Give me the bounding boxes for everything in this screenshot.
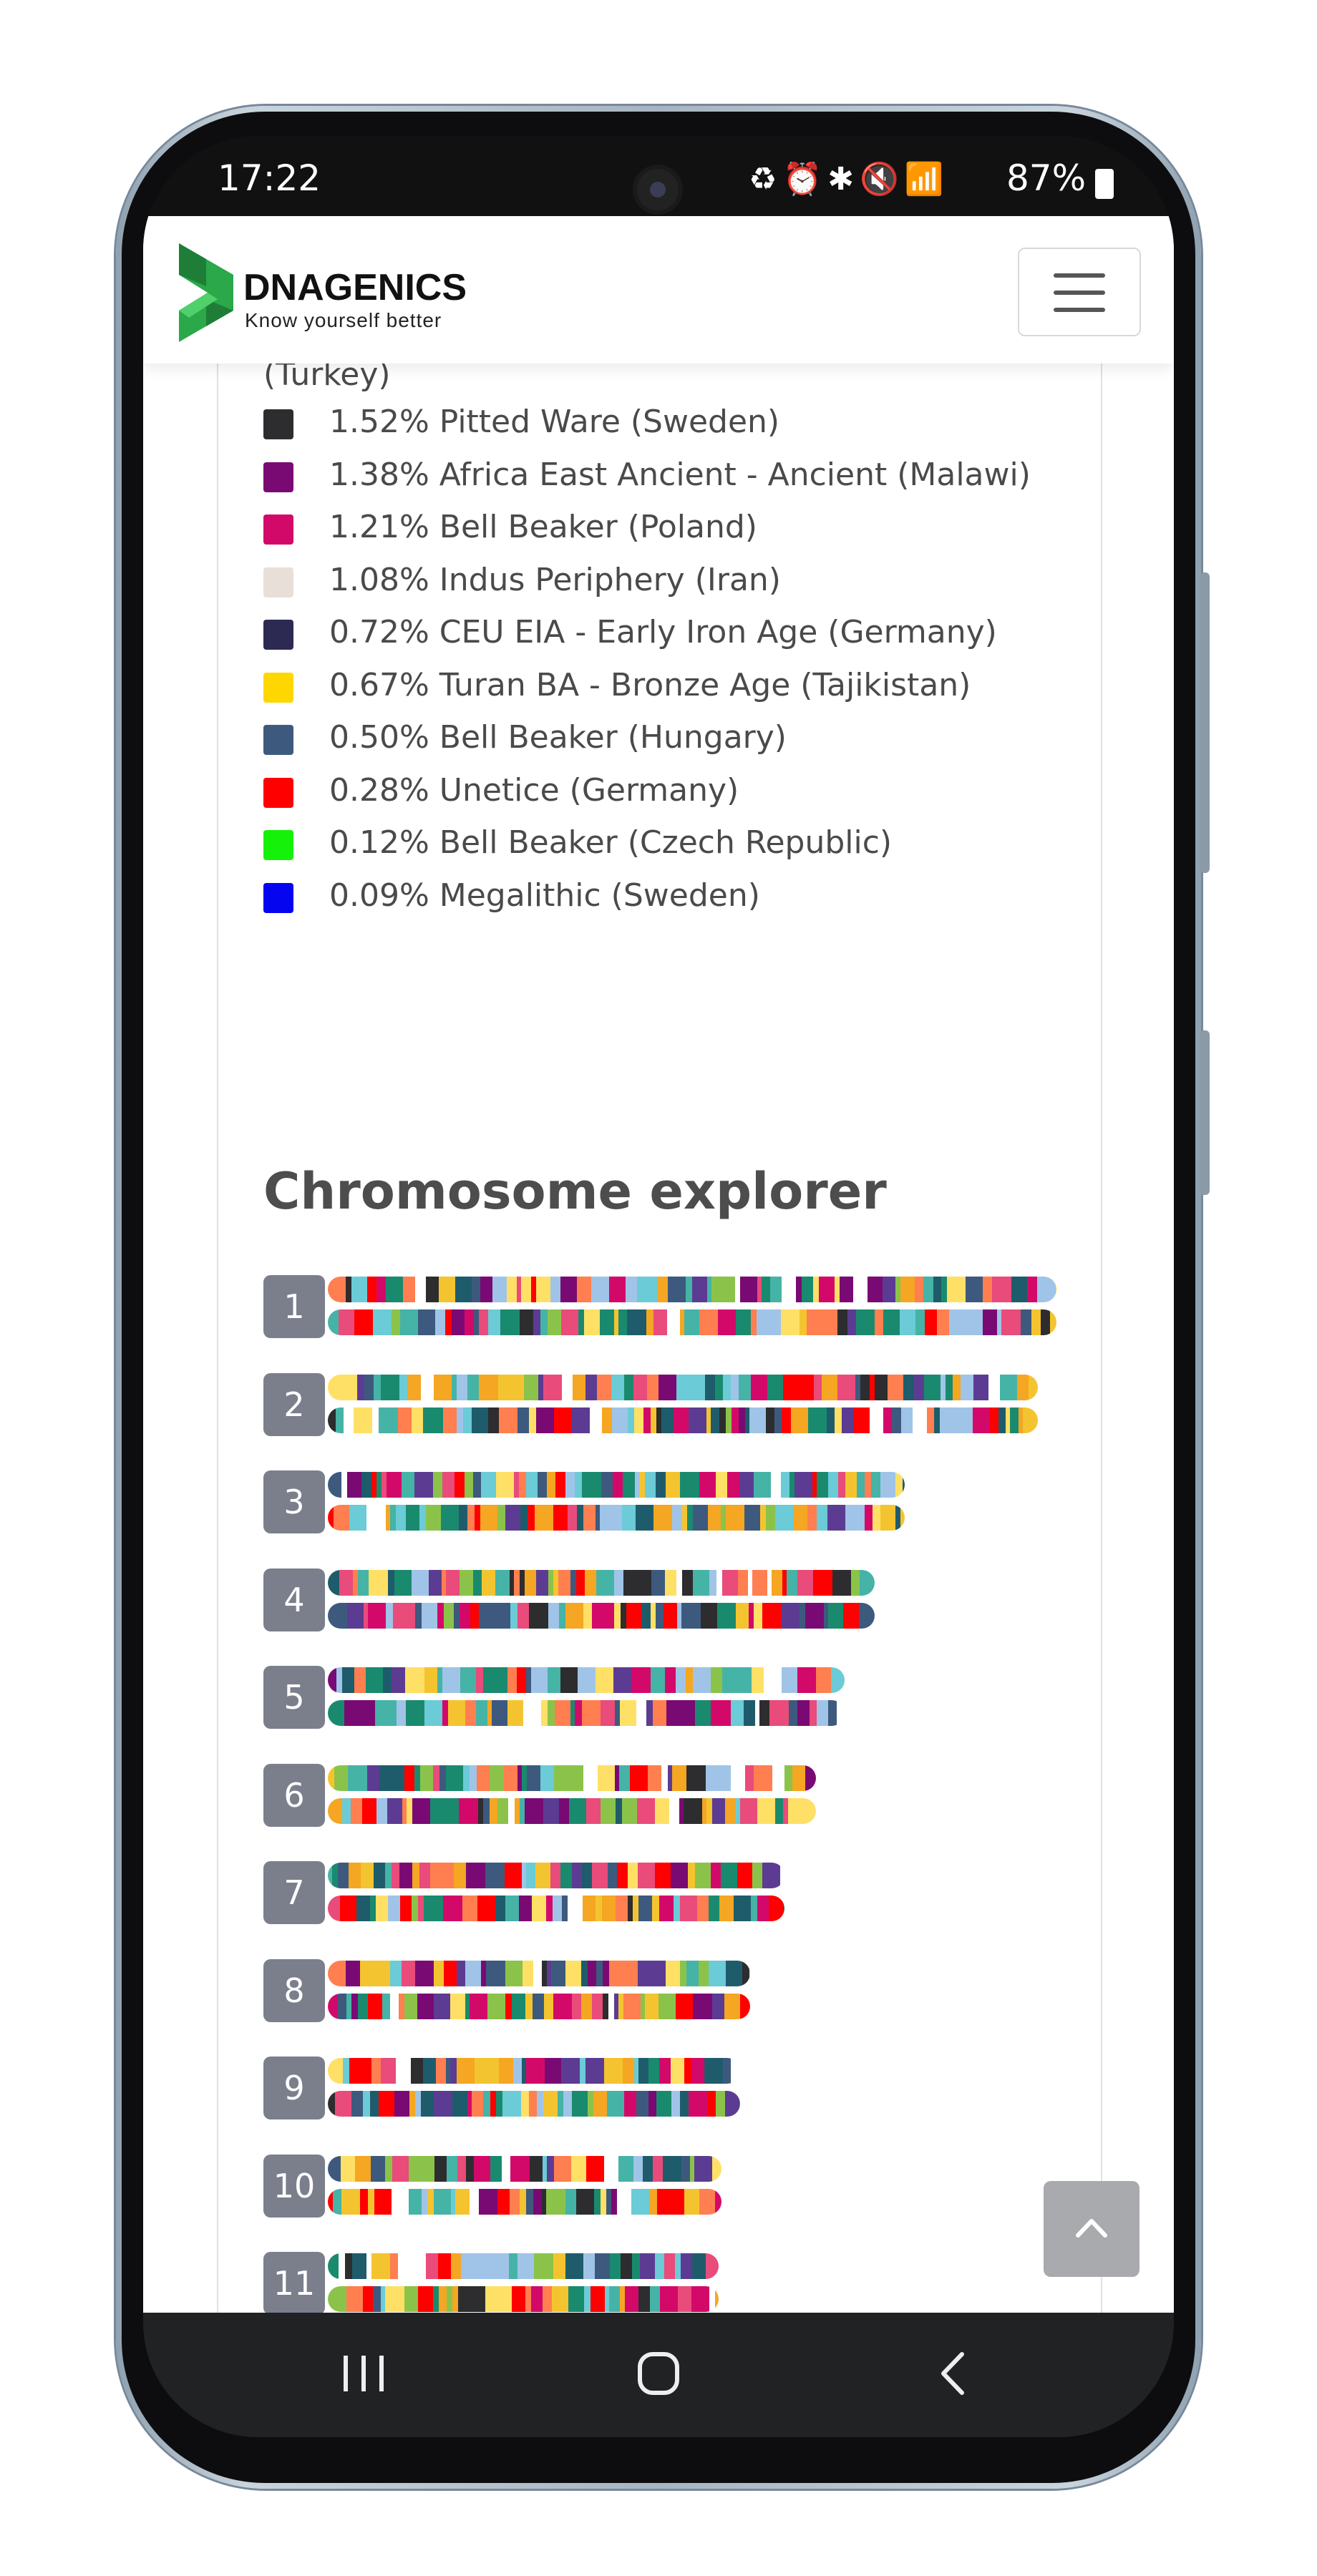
chromosome-number-badge[interactable]: 9: [263, 2057, 325, 2119]
chevron-up-icon: [1076, 2219, 1107, 2238]
chromosome-number-badge[interactable]: 2: [263, 1372, 325, 1436]
card-border: [1101, 295, 1102, 2313]
chromosome-number-badge[interactable]: 3: [263, 1470, 325, 1533]
battery-icon: [1095, 169, 1114, 199]
phone-screen: 17:22 ♻⏰✱🔇📶 87% DNAGENICS Know yourself …: [143, 136, 1174, 2437]
chromosome-strand-bottom[interactable]: [328, 1896, 784, 1921]
legend-color-swatch: [263, 672, 293, 703]
legend-label: 0.09% Megalithic (Sweden): [329, 877, 760, 914]
top-navbar: DNAGENICS Know yourself better: [143, 216, 1174, 364]
chromosome-strand-top[interactable]: [328, 1863, 784, 1888]
legend-label: 0.12% Bell Beaker (Czech Republic): [329, 824, 893, 861]
chromosome-number-badge[interactable]: 8: [263, 1958, 325, 2022]
brand-tagline: Know yourself better: [245, 309, 442, 331]
chromosome-strand-top[interactable]: [328, 2253, 719, 2279]
legend-label: 1.21% Bell Beaker (Poland): [329, 509, 757, 545]
menu-toggle-button[interactable]: [1018, 248, 1141, 336]
android-navigation-bar: [143, 2313, 1174, 2437]
chromosome-strand-top[interactable]: [328, 1960, 750, 1986]
chromosome-strand-bottom[interactable]: [328, 1309, 1056, 1335]
chromosome-strand-top[interactable]: [328, 1374, 1038, 1400]
web-content: DNAGENICS Know yourself better (Turkey) …: [143, 216, 1174, 2313]
chromosome-strand-top[interactable]: [328, 1277, 1056, 1302]
back-icon[interactable]: [918, 2341, 989, 2406]
chromosome-strand-bottom[interactable]: [328, 1505, 905, 1531]
chromosome-strand-bottom[interactable]: [328, 2188, 721, 2215]
status-icons: ♻⏰✱🔇📶: [749, 161, 950, 197]
legend-color-swatch: [263, 830, 293, 860]
chromosome-strand-top[interactable]: [328, 2155, 721, 2182]
chromosome-strand-bottom[interactable]: [328, 1700, 845, 1726]
status-bar: 17:22 ♻⏰✱🔇📶 87%: [143, 136, 1174, 216]
legend-color-swatch: [263, 514, 293, 545]
hamburger-line: [1054, 308, 1105, 312]
back-to-top-button[interactable]: [1044, 2181, 1139, 2277]
legend-label: 0.67% Turan BA - Bronze Age (Tajikistan): [329, 666, 971, 703]
card-border: [217, 295, 218, 2313]
chromosome-strand-top[interactable]: [328, 1765, 816, 1791]
legend-color-swatch: [263, 462, 293, 492]
chromosome-strand-bottom[interactable]: [328, 1993, 750, 2019]
battery-percentage: 87%: [1006, 157, 1087, 199]
home-icon[interactable]: [623, 2341, 694, 2406]
chromosome-strand-bottom[interactable]: [328, 2091, 740, 2117]
chromosome-strand-bottom[interactable]: [328, 1797, 816, 1824]
chromosome-number-badge[interactable]: 4: [263, 1568, 325, 1631]
legend-color-swatch: [263, 620, 293, 650]
legend-label: 1.38% Africa East Ancient - Ancient (Mal…: [329, 456, 1031, 493]
chromosome-strand-top[interactable]: [328, 1472, 905, 1498]
brand-name[interactable]: DNAGENICS: [243, 267, 467, 308]
volume-button: [1200, 572, 1210, 873]
chromosome-number-badge[interactable]: 1: [263, 1275, 325, 1338]
chromosome-number-badge[interactable]: 11: [263, 2252, 325, 2313]
chromosome-strand-bottom[interactable]: [328, 1602, 875, 1629]
chromosome-number-badge[interactable]: 5: [263, 1666, 325, 1729]
chromosome-number-badge[interactable]: 10: [263, 2154, 325, 2218]
legend-color-swatch: [263, 409, 293, 439]
legend-label: 1.08% Indus Periphery (Iran): [329, 561, 781, 598]
legend-color-swatch: [263, 882, 293, 913]
front-camera: [637, 169, 679, 210]
hamburger-icon: [1054, 273, 1105, 278]
recent-apps-icon[interactable]: [328, 2341, 399, 2406]
legend-color-swatch: [263, 777, 293, 808]
chromosome-strand-bottom[interactable]: [328, 1407, 1038, 1433]
legend-label: 0.50% Bell Beaker (Hungary): [329, 719, 787, 756]
legend-label: 0.72% CEU EIA - Early Iron Age (Germany): [329, 614, 997, 650]
hamburger-line: [1054, 291, 1105, 295]
chromosome-strand-top[interactable]: [328, 1667, 845, 1693]
dnagenics-logo-icon[interactable]: [179, 243, 233, 342]
legend-color-swatch: [263, 567, 293, 597]
chromosome-strand-top[interactable]: [328, 2058, 740, 2084]
chromosome-number-badge[interactable]: 6: [263, 1763, 325, 1827]
chromosome-strand-top[interactable]: [328, 1569, 875, 1596]
legend-label: 1.52% Pitted Ware (Sweden): [329, 404, 780, 440]
section-title: Chromosome explorer: [263, 1162, 887, 1221]
status-time: 17:22: [218, 157, 321, 199]
power-button: [1200, 1030, 1210, 1195]
legend-color-swatch: [263, 725, 293, 755]
chromosome-strand-bottom[interactable]: [328, 2286, 719, 2312]
legend-label: 0.28% Unetice (Germany): [329, 771, 739, 809]
chromosome-number-badge[interactable]: 7: [263, 1861, 325, 1924]
